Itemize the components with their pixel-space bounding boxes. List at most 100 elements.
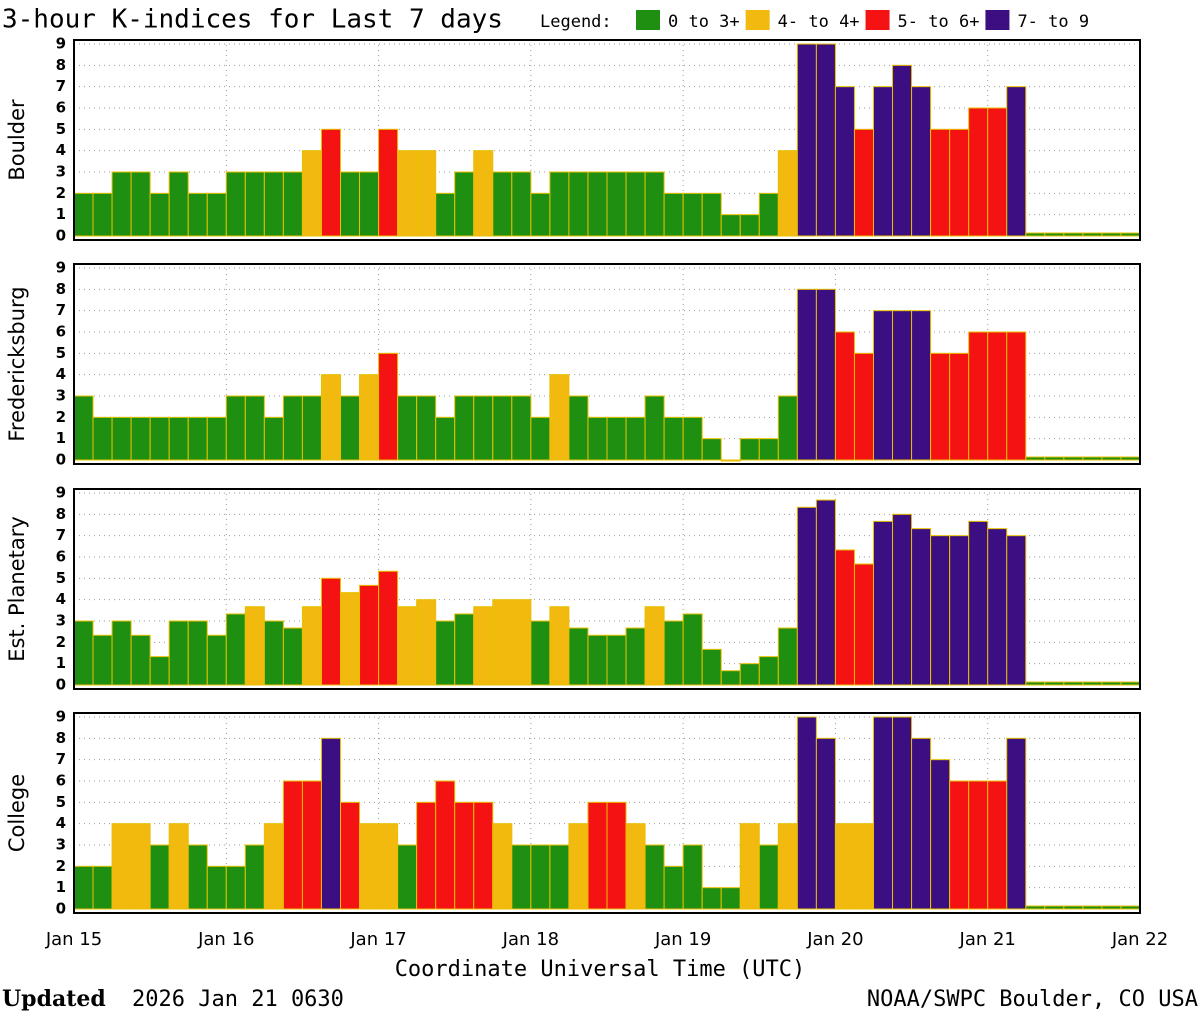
y-axis-title: Est. Planetary — [5, 516, 29, 662]
bar — [130, 416, 151, 461]
bar — [815, 737, 836, 910]
bar — [701, 887, 722, 910]
bar — [930, 352, 951, 461]
bar — [435, 620, 456, 686]
bar — [663, 192, 684, 237]
plot-frame — [73, 263, 1141, 465]
legend-swatch — [745, 10, 770, 30]
bar — [911, 737, 932, 910]
bar — [834, 823, 855, 910]
bar — [359, 584, 380, 686]
legend-entry: 0 to 3+ — [668, 12, 740, 32]
bar — [796, 43, 817, 237]
bar — [244, 171, 265, 237]
y-tick-label: 4 — [56, 365, 66, 383]
bar — [758, 438, 779, 461]
y-tick-label: 2 — [56, 633, 66, 651]
bar — [473, 801, 494, 910]
bar — [244, 395, 265, 461]
y-axis-title: Fredericksburg — [5, 286, 29, 441]
y-tick-label: 7 — [56, 750, 66, 768]
bar — [492, 599, 513, 686]
bar — [568, 823, 589, 910]
bar — [663, 416, 684, 461]
bar — [739, 663, 760, 686]
bar — [320, 577, 342, 686]
bar — [663, 865, 684, 910]
bar — [397, 844, 418, 910]
bar — [111, 416, 132, 461]
y-tick-label: 2 — [56, 184, 66, 202]
empty-slot — [1120, 905, 1141, 910]
empty-slot — [1082, 681, 1103, 686]
bar — [416, 150, 437, 237]
bar — [92, 634, 113, 686]
bar — [168, 620, 189, 686]
bar — [454, 395, 475, 461]
bar — [263, 171, 284, 237]
bar — [930, 535, 951, 686]
bar — [473, 606, 494, 686]
bar — [682, 613, 703, 686]
x-tick-label: Jan 15 — [45, 929, 102, 950]
bar — [187, 192, 208, 237]
bar — [853, 128, 875, 237]
bar — [225, 865, 246, 910]
y-axis-title: Boulder — [5, 99, 29, 181]
bar — [73, 192, 94, 237]
plot-frame — [73, 488, 1141, 690]
bar — [397, 150, 418, 237]
bar — [511, 395, 532, 461]
bar — [701, 648, 722, 686]
bar — [777, 627, 798, 686]
empty-slot — [1082, 905, 1103, 910]
bar — [473, 150, 494, 237]
bar — [225, 395, 246, 461]
bar — [720, 214, 741, 237]
y-tick-label: 3 — [56, 387, 66, 405]
bar — [644, 606, 665, 686]
bar — [187, 416, 208, 461]
bar — [892, 716, 913, 910]
bar — [454, 171, 475, 237]
bar — [359, 171, 380, 237]
footer-updated: Updated — [2, 986, 106, 1012]
bar — [911, 310, 932, 461]
bar — [263, 416, 284, 461]
x-axis-title: Coordinate Universal Time (UTC) — [395, 957, 806, 982]
empty-slot — [1120, 681, 1141, 686]
bar — [758, 844, 779, 910]
bar — [892, 64, 913, 237]
bar — [225, 171, 246, 237]
bar — [873, 310, 894, 461]
bar — [739, 823, 760, 910]
bar — [530, 416, 551, 461]
bar — [149, 416, 170, 461]
empty-slot — [1082, 232, 1103, 237]
empty-slot — [1044, 905, 1065, 910]
bar — [111, 823, 132, 910]
bar — [416, 395, 437, 461]
y-tick-label: 0 — [56, 227, 66, 245]
bar — [987, 780, 1008, 910]
bar — [549, 171, 570, 237]
bar — [320, 374, 342, 461]
empty-slot — [1120, 232, 1141, 237]
bar — [511, 171, 532, 237]
bar — [530, 844, 551, 910]
bar — [606, 634, 627, 686]
x-tick-label: Jan 17 — [349, 929, 406, 950]
y-tick-label: 3 — [56, 163, 66, 181]
y-tick-label: 5 — [56, 344, 66, 362]
bar — [206, 416, 227, 461]
empty-slot — [1101, 905, 1122, 910]
footer-source: NOAA/SWPC Boulder, CO USA — [867, 987, 1198, 1012]
bar — [587, 171, 608, 237]
bar — [682, 416, 703, 461]
bar — [263, 823, 284, 910]
empty-slot — [1063, 681, 1084, 686]
y-tick-label: 9 — [56, 708, 66, 726]
legend-entry: 5- to 6+ — [898, 12, 980, 32]
y-tick-label: 3 — [56, 612, 66, 630]
